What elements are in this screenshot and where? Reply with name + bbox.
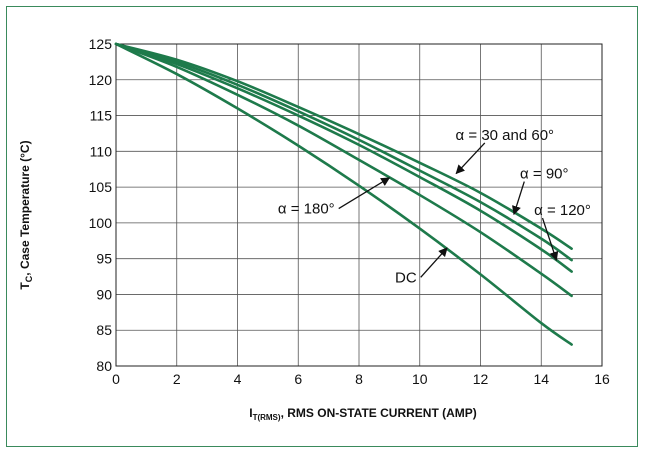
series-line-4 [114,42,573,346]
series-label: α = 90° [520,166,568,183]
y-tick-label: 85 [96,322,112,338]
annotation-arrow [420,247,448,278]
annotation-arrow [512,181,525,216]
y-tick-label: 80 [96,358,112,374]
y-tick-label: 100 [89,215,113,231]
y-tick-label: 120 [89,72,113,88]
x-tick-label: 2 [173,371,181,387]
x-axis: 0 2 4 6 8 10 12 14 16 [112,371,610,387]
y-tick-label: 105 [89,179,113,195]
series-label: α = 120° [534,202,591,219]
plot-border [115,43,603,367]
x-tick-label: 14 [533,371,549,387]
annotation-arrow [338,177,391,210]
y-axis-title: TC, Case Temperature (°C) [18,140,34,289]
x-tick-label: 10 [412,371,428,387]
y-tick-label: 125 [89,36,113,52]
annotations: α = 30 and 60° α = 90° α = 120° α = 180° DC [278,127,591,286]
y-axis: 80 85 90 95 100 105 110 115 120 125 [89,36,113,374]
series-label: α = 180° [278,201,335,218]
y-tick-label: 95 [96,251,112,267]
y-tick-label: 90 [96,286,112,302]
x-tick-label: 0 [112,371,120,387]
annotation-arrow [541,217,559,261]
y-tick-label: 115 [90,108,113,124]
x-tick-label: 12 [473,371,489,387]
series-line-1 [114,42,573,262]
series-lines [114,42,573,346]
x-tick-label: 6 [294,371,302,387]
annotation-arrow [455,142,486,175]
x-axis-title-main: I [249,406,252,420]
x-axis-title: IT(RMS), RMS ON-STATE CURRENT (AMP) [249,406,477,422]
x-axis-title-rest: , RMS ON-STATE CURRENT (AMP) [281,406,477,420]
x-tick-label: 8 [355,371,363,387]
series-line-0 [114,42,573,250]
series-label: α = 30 and 60° [456,127,555,144]
series-line-2 [114,42,573,273]
x-axis-title-subscript: T(RMS) [253,413,281,422]
x-tick-label: 4 [234,371,242,387]
y-axis-title-subscript: C [24,275,34,282]
y-axis-title-rest: , Case Temperature (°C) [18,140,32,275]
y-tick-label: 110 [90,143,113,159]
series-label: DC [395,269,417,286]
y-axis-title-main: T [18,282,32,290]
series-line-3 [114,42,573,298]
x-tick-label: 16 [594,371,610,387]
